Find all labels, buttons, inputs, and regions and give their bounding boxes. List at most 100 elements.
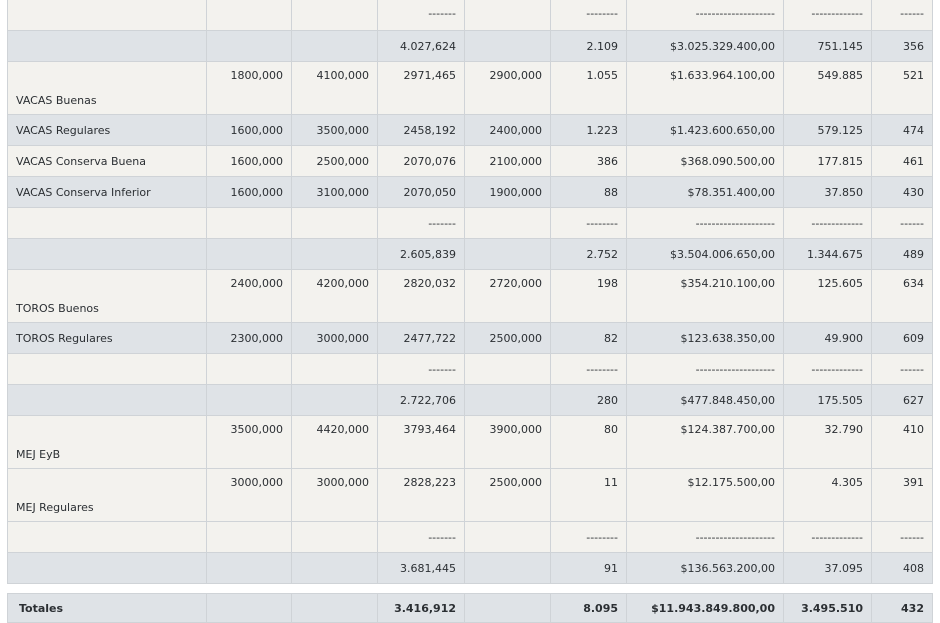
column-3-value: ------- bbox=[377, 353, 465, 385]
table-row: 3.681,445 91 $136.563.200,00 37.095 408 bbox=[7, 552, 933, 584]
row-label: VACAS Conserva Inferior bbox=[7, 176, 207, 208]
table-row: 2.722,706 280 $477.848.450,00 175.505 627 bbox=[7, 384, 933, 416]
column-7-value: 579.125 bbox=[783, 114, 872, 146]
column-8-value: ------ bbox=[871, 353, 933, 385]
column-6-value: $78.351.400,00 bbox=[626, 176, 784, 208]
column-2-value bbox=[291, 384, 378, 416]
column-3-value: 3.681,445 bbox=[377, 552, 465, 584]
column-7-value: 32.790 bbox=[783, 415, 872, 469]
column-4-value bbox=[464, 593, 551, 623]
livestock-summary-table: ------- -------- -------------------- -----… bbox=[7, 0, 933, 623]
data-table-wrapper: ------- -------- -------------------- -----… bbox=[7, 0, 933, 623]
column-3-value: 2971,465 bbox=[377, 61, 465, 115]
column-4-value: 2100,000 bbox=[464, 145, 551, 177]
column-1-value: 2400,000 bbox=[206, 269, 292, 323]
column-4-value bbox=[464, 30, 551, 62]
column-2-value: 4420,000 bbox=[291, 415, 378, 469]
column-1-value bbox=[206, 0, 292, 31]
column-1-value bbox=[206, 353, 292, 385]
column-5-value: -------- bbox=[550, 207, 627, 239]
column-5-value: 8.095 bbox=[550, 593, 627, 623]
row-label bbox=[7, 353, 207, 385]
column-4-value bbox=[464, 521, 551, 553]
table-body: ------- -------- -------------------- -----… bbox=[7, 0, 933, 623]
row-label bbox=[7, 521, 207, 553]
column-7-value: 49.900 bbox=[783, 322, 872, 354]
column-4-value bbox=[464, 0, 551, 31]
column-3-value: 4.027,624 bbox=[377, 30, 465, 62]
table-row: 2.605,839 2.752 $3.504.006.650,00 1.344.675… bbox=[7, 238, 933, 270]
column-7-value: 751.145 bbox=[783, 30, 872, 62]
column-4-value bbox=[464, 353, 551, 385]
column-6-value: $1.633.964.100,00 bbox=[626, 61, 784, 115]
column-5-value: 386 bbox=[550, 145, 627, 177]
row-label bbox=[7, 0, 207, 31]
column-4-value: 2500,000 bbox=[464, 322, 551, 354]
column-7-value: 4.305 bbox=[783, 468, 872, 522]
column-3-value: 3.416,912 bbox=[377, 593, 465, 623]
table-row: 4.027,624 2.109 $3.025.329.400,00 751.145 35… bbox=[7, 30, 933, 62]
column-2-value: 3500,000 bbox=[291, 114, 378, 146]
column-6-value: $123.638.350,00 bbox=[626, 322, 784, 354]
column-2-value: 3000,000 bbox=[291, 322, 378, 354]
column-1-value: 1800,000 bbox=[206, 61, 292, 115]
column-5-value: 82 bbox=[550, 322, 627, 354]
column-3-value: 2.722,706 bbox=[377, 384, 465, 416]
column-6-value: $11.943.849.800,00 bbox=[626, 593, 784, 623]
column-2-value bbox=[291, 238, 378, 270]
column-8-value: ------ bbox=[871, 0, 933, 31]
column-6-value: -------------------- bbox=[626, 207, 784, 239]
column-7-value: 175.505 bbox=[783, 384, 872, 416]
column-4-value: 2900,000 bbox=[464, 61, 551, 115]
column-6-value: $12.175.500,00 bbox=[626, 468, 784, 522]
table-row: VACAS Conserva Inferior 1600,000 3100,000 2… bbox=[7, 176, 933, 208]
column-5-value: 11 bbox=[550, 468, 627, 522]
column-7-value: ------------- bbox=[783, 353, 872, 385]
column-5-value: 88 bbox=[550, 176, 627, 208]
row-label: Totales bbox=[7, 593, 207, 623]
column-1-value bbox=[206, 552, 292, 584]
column-8-value: 430 bbox=[871, 176, 933, 208]
column-1-value: 2300,000 bbox=[206, 322, 292, 354]
row-label bbox=[7, 552, 207, 584]
row-label bbox=[7, 384, 207, 416]
table-row: VACAS Conserva Buena 1600,000 2500,000 2070… bbox=[7, 145, 933, 177]
column-2-value bbox=[291, 30, 378, 62]
column-8-value: ------ bbox=[871, 207, 933, 239]
column-8-value: 410 bbox=[871, 415, 933, 469]
table-row: TOROS Buenos 2400,000 4200,000 2820,032 2720… bbox=[7, 269, 933, 323]
column-3-value: 2.605,839 bbox=[377, 238, 465, 270]
column-4-value: 1900,000 bbox=[464, 176, 551, 208]
column-1-value bbox=[206, 521, 292, 553]
column-7-value: 1.344.675 bbox=[783, 238, 872, 270]
column-5-value: 2.752 bbox=[550, 238, 627, 270]
column-5-value: -------- bbox=[550, 521, 627, 553]
column-7-value: 549.885 bbox=[783, 61, 872, 115]
row-label: MEJ Regulares bbox=[7, 468, 207, 522]
column-4-value: 2400,000 bbox=[464, 114, 551, 146]
column-2-value bbox=[291, 0, 378, 31]
column-2-value bbox=[291, 521, 378, 553]
column-6-value: $477.848.450,00 bbox=[626, 384, 784, 416]
column-2-value: 3100,000 bbox=[291, 176, 378, 208]
row-label: TOROS Buenos bbox=[7, 269, 207, 323]
column-4-value bbox=[464, 384, 551, 416]
column-7-value: ------------- bbox=[783, 207, 872, 239]
column-3-value: ------- bbox=[377, 0, 465, 31]
column-2-value: 2500,000 bbox=[291, 145, 378, 177]
column-4-value bbox=[464, 238, 551, 270]
column-7-value: 37.850 bbox=[783, 176, 872, 208]
column-6-value: -------------------- bbox=[626, 353, 784, 385]
column-8-value: 461 bbox=[871, 145, 933, 177]
column-8-value: 391 bbox=[871, 468, 933, 522]
column-2-value: 4200,000 bbox=[291, 269, 378, 323]
spacer-cell bbox=[7, 583, 933, 594]
column-4-value: 2500,000 bbox=[464, 468, 551, 522]
column-6-value: $354.210.100,00 bbox=[626, 269, 784, 323]
column-2-value bbox=[291, 552, 378, 584]
table-row: ------- -------- -------------------- -----… bbox=[7, 353, 933, 385]
column-2-value: 3000,000 bbox=[291, 468, 378, 522]
column-8-value: 408 bbox=[871, 552, 933, 584]
column-1-value bbox=[206, 384, 292, 416]
column-6-value: $124.387.700,00 bbox=[626, 415, 784, 469]
